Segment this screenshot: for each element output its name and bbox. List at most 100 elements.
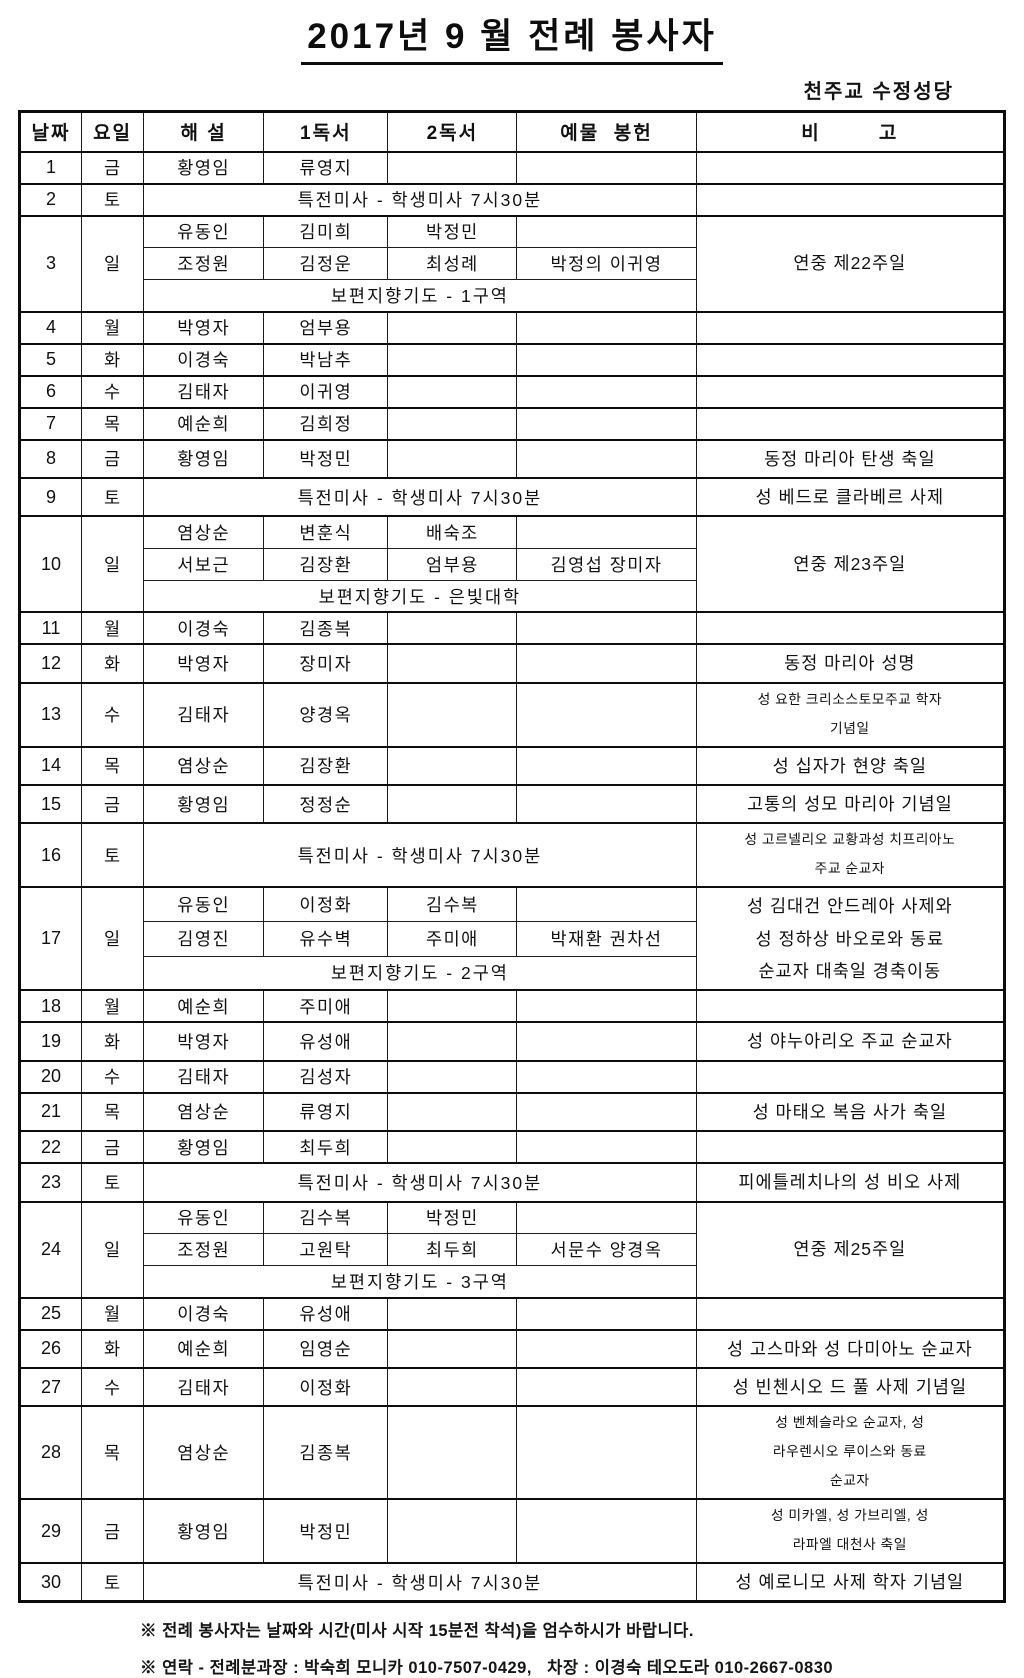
remark-cell	[695, 1130, 1006, 1164]
reading2-cell	[387, 1130, 518, 1164]
reading1-cell: 유수벽	[263, 921, 389, 957]
table-row: 10 일 염상순 변훈식 배숙조 연중 제23주일	[18, 515, 1006, 613]
reading2-cell	[387, 1059, 518, 1094]
date-cell: 26	[18, 1328, 83, 1369]
table-row: 4 월 박영자 엄부용	[18, 310, 1006, 344]
date-cell: 4	[18, 310, 83, 344]
offering-cell	[516, 886, 697, 923]
reading2-cell	[387, 1091, 518, 1132]
reading2-cell	[387, 1498, 518, 1564]
day-cell: 일	[81, 1200, 145, 1298]
offering-cell	[516, 611, 697, 645]
reading1-cell: 김종복	[263, 1405, 389, 1500]
remark-cell: 연중 제22주일	[695, 214, 1006, 312]
offering-cell	[516, 310, 697, 344]
remark-cell: 성 고르넬리오 교황과성 치프리아노 주교 순교자	[695, 822, 1006, 888]
date-cell: 5	[18, 342, 83, 376]
offering-cell	[516, 1328, 697, 1369]
commentator-cell: 황영임	[143, 150, 265, 184]
footnote-contact: ※ 연락 - 전례분과장 : 박숙희 모니카 010-7507-0429, 차장…	[140, 1659, 834, 1678]
date-cell: 3	[18, 214, 83, 312]
remark-cell: 성 미카엘, 성 가브리엘, 성 라파엘 대천사 축일	[695, 1498, 1006, 1564]
date-cell: 2	[18, 182, 83, 216]
reading1-cell: 김정운	[263, 247, 389, 280]
day-cell: 목	[81, 1405, 145, 1500]
commentator-cell: 박영자	[143, 1021, 265, 1062]
table-row: 8 금 황영임 박정민 동정 마리아 탄생 축일	[18, 438, 1006, 479]
date-cell: 12	[18, 643, 83, 684]
table-header: 날짜 요일 해 설 1독서 2독서 예물 봉헌 비 고	[18, 111, 1006, 153]
remark-cell: 성 야누아리오 주교 순교자	[695, 1021, 1006, 1062]
reading2-cell: 배숙조	[387, 515, 518, 549]
day-cell: 일	[81, 515, 145, 613]
reading1-cell: 김성자	[263, 1059, 389, 1094]
offering-cell	[516, 1366, 697, 1407]
table-row: 24 일 유동인 김수복 박정민 연중 제25주일	[18, 1200, 1006, 1298]
day-cell: 목	[81, 745, 145, 786]
day-cell: 일	[81, 886, 145, 991]
commentator-cell: 유동인	[143, 886, 265, 923]
day-cell: 월	[81, 611, 145, 645]
reading2-cell	[387, 611, 518, 645]
date-cell: 19	[18, 1021, 83, 1062]
commentator-cell: 예순희	[143, 989, 265, 1023]
table-row: 조정원 고원탁 최두희 서문수 양경옥	[20, 1233, 1005, 1266]
offering-cell	[516, 406, 697, 440]
day-cell: 화	[81, 1021, 145, 1062]
date-cell: 16	[18, 822, 83, 888]
special-mass-cell: 특전미사 - 학생미사 7시30분	[143, 1162, 697, 1203]
date-cell: 22	[18, 1130, 83, 1164]
table-row: 25 월 이경숙 유성애	[18, 1296, 1006, 1330]
offering-cell	[516, 150, 697, 184]
prayer-cell: 보편지향기도 - 3구역	[143, 1265, 697, 1298]
reading1-cell: 고원탁	[263, 1233, 389, 1266]
offering-cell: 김영섭 장미자	[516, 547, 697, 581]
reading1-cell: 엄부용	[263, 310, 389, 344]
day-cell: 토	[81, 822, 145, 888]
date-cell: 15	[18, 783, 83, 824]
table-row: 13 수 김태자 양경옥 성 요한 크리소스토모주교 학자 기념일	[18, 681, 1006, 748]
table-row: 2 토 특전미사 - 학생미사 7시30분	[18, 182, 1006, 216]
day-cell: 토	[81, 1162, 145, 1203]
remark-cell	[695, 611, 1006, 645]
date-cell: 20	[18, 1059, 83, 1094]
commentator-cell: 김태자	[143, 1059, 265, 1094]
reading1-cell: 김장환	[263, 745, 389, 786]
table-row: 14 목 염상순 김장환 성 십자가 현양 축일	[18, 745, 1006, 786]
reading1-cell: 김종복	[263, 611, 389, 645]
day-cell: 금	[81, 1130, 145, 1164]
reading2-cell	[387, 1296, 518, 1330]
reading1-cell: 이정화	[263, 1366, 389, 1407]
reading1-cell: 이정화	[263, 886, 389, 923]
commentator-cell: 황영임	[143, 438, 265, 479]
offering-cell	[516, 1091, 697, 1132]
table-row: 보편지향기도 - 3구역	[20, 1265, 1005, 1298]
commentator-cell: 조정원	[143, 247, 265, 280]
header-row: 날짜 요일 해 설 1독서 2독서 예물 봉헌 비 고	[18, 111, 1006, 153]
offering-cell	[516, 1130, 697, 1164]
reading1-cell: 유성애	[263, 1296, 389, 1330]
table-row: 27 수 김태자 이정화 성 빈첸시오 드 풀 사제 기념일	[18, 1366, 1006, 1407]
day-cell: 목	[81, 1091, 145, 1132]
commentator-cell: 박영자	[143, 643, 265, 684]
remark-cell	[695, 406, 1006, 440]
table-row: 9 토 특전미사 - 학생미사 7시30분 성 베드로 클라베르 사제	[18, 476, 1006, 517]
reading1-cell: 장미자	[263, 643, 389, 684]
day-cell: 수	[81, 681, 145, 748]
reading1-cell: 박정민	[263, 438, 389, 479]
commentator-cell: 이경숙	[143, 342, 265, 376]
reading1-cell: 임영순	[263, 1328, 389, 1369]
commentator-cell: 예순희	[143, 1328, 265, 1369]
remark-cell: 성 십자가 현양 축일	[695, 745, 1006, 786]
remark-cell	[695, 1296, 1006, 1330]
date-cell: 9	[18, 476, 83, 517]
date-cell: 30	[18, 1562, 83, 1603]
reading1-cell: 박남추	[263, 342, 389, 376]
commentator-cell: 염상순	[143, 745, 265, 786]
offering-cell	[516, 374, 697, 408]
commentator-cell: 황영임	[143, 1498, 265, 1564]
remark-cell: 성 요한 크리소스토모주교 학자 기념일	[695, 681, 1006, 748]
table-row: 3 일 유동인 김미희 박정민 연중 제22주일	[18, 214, 1006, 312]
offering-cell	[516, 438, 697, 479]
table-row: 22 금 황영임 최두희	[18, 1130, 1006, 1164]
